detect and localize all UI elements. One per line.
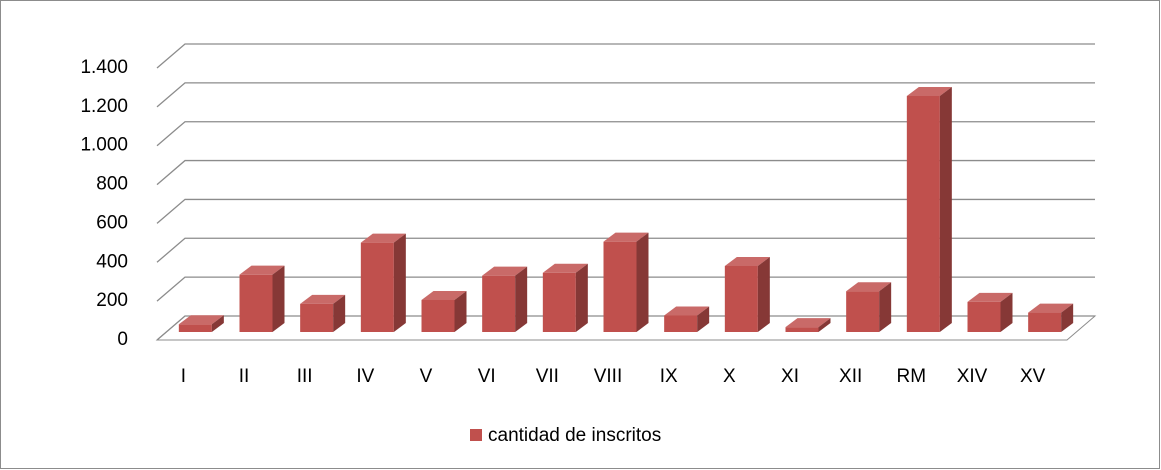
bar: [785, 327, 819, 332]
bar-top: [1028, 303, 1074, 313]
x-tick-label: XIV: [957, 366, 988, 387]
y-tick-label: 1.400: [80, 57, 128, 78]
grid-line: [156, 237, 1095, 263]
x-tick-label: I: [181, 366, 186, 387]
bar-top: [967, 292, 1013, 302]
bar-side: [575, 263, 588, 332]
bar-side: [757, 256, 770, 332]
bar: [178, 324, 212, 332]
x-tick-label: X: [723, 366, 736, 387]
bar-side: [697, 306, 710, 332]
legend-swatch: [470, 429, 482, 441]
bar-side: [393, 233, 406, 332]
bar-top: [239, 265, 285, 275]
bar: [542, 272, 576, 332]
x-tick-label: XII: [839, 366, 862, 387]
bar-top: [542, 263, 588, 273]
bar-top: [178, 315, 224, 325]
bar: [360, 242, 394, 332]
bar-side: [939, 86, 952, 332]
grid-line: [156, 43, 1095, 69]
bar: [421, 299, 455, 332]
grid-line: [156, 121, 1095, 147]
bar-top: [906, 86, 952, 96]
grid-line: [156, 198, 1095, 224]
bar-side: [818, 318, 831, 332]
grid-line: [156, 315, 1095, 341]
bar-side: [1000, 292, 1013, 332]
legend-label: cantidad de inscritos: [488, 425, 661, 446]
bar-top: [664, 306, 710, 316]
bar-top: [421, 290, 467, 300]
x-tick-label: VI: [478, 366, 496, 387]
x-tick-label: IV: [356, 366, 374, 387]
y-tick-label: 1.200: [80, 96, 128, 117]
x-tick-label: VII: [536, 366, 559, 387]
bar: [967, 301, 1001, 332]
bar-top: [724, 256, 770, 266]
bar: [724, 265, 758, 332]
y-tick-label: 400: [96, 251, 128, 272]
bar-side: [454, 290, 467, 332]
bar-top: [785, 318, 831, 328]
bar: [846, 291, 880, 332]
bar: [482, 275, 516, 332]
bar-top: [846, 282, 892, 292]
bar-side: [1061, 303, 1074, 332]
grid-line: [156, 82, 1095, 108]
bar-side: [272, 265, 285, 332]
bar: [603, 241, 637, 332]
y-tick-label: 200: [96, 290, 128, 311]
grid-line: [156, 276, 1095, 302]
x-tick-label: IX: [660, 366, 678, 387]
x-tick-label: V: [420, 366, 433, 387]
bar: [906, 95, 940, 332]
grid-line: [156, 159, 1095, 186]
bar-side: [333, 294, 346, 332]
bar: [300, 303, 334, 332]
bar-side: [515, 266, 528, 332]
x-tick-label: XI: [781, 366, 799, 387]
x-tick-label: XV: [1020, 366, 1046, 387]
y-tick-label: 600: [96, 212, 128, 233]
bar-top: [482, 266, 528, 276]
x-tick-label: III: [297, 366, 313, 387]
x-tick-label: II: [239, 366, 250, 387]
x-tick-label: RM: [897, 366, 927, 387]
bar: [1028, 312, 1062, 332]
bar-side: [879, 282, 892, 332]
bar-top: [360, 233, 406, 243]
x-tick-label: VIII: [594, 366, 623, 387]
bar: [239, 274, 273, 332]
bar-side: [636, 232, 649, 332]
y-tick-label: 0: [117, 329, 128, 350]
bar-side: [211, 315, 224, 332]
y-tick-label: 1.000: [80, 135, 128, 156]
y-tick-label: 800: [96, 174, 128, 195]
bar: [664, 315, 698, 332]
bar-top: [603, 232, 649, 242]
bar-top: [300, 294, 346, 304]
